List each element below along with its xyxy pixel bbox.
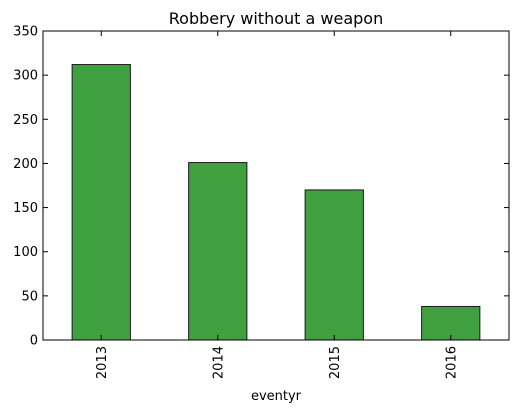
y-tick-label: 300 (13, 69, 38, 84)
plot-frame (42, 30, 510, 341)
x-tick-label: 2015 (328, 346, 343, 379)
bar-2014 (188, 162, 248, 341)
y-tick-label: 50 (21, 289, 38, 304)
y-tick-label: 150 (13, 201, 38, 216)
plot-area: 0 50 100 150 200 250 300 350 2013 2014 2015 2016 (13, 25, 510, 379)
y-tick-label: 350 (13, 25, 38, 40)
x-tick-label: 2016 (444, 346, 459, 379)
x-axis-label: eventyr (251, 389, 302, 404)
y-tick-label: 0 (30, 334, 38, 349)
y-tick-label: 200 (13, 157, 38, 172)
bar-2013 (71, 64, 131, 341)
bar-2016 (421, 305, 481, 341)
chart-title: Robbery without a weapon (169, 9, 383, 28)
y-tick-label: 250 (13, 113, 38, 128)
x-tick-label: 2014 (211, 346, 226, 379)
bar-2015 (304, 189, 364, 341)
x-tick-label: 2013 (95, 346, 110, 379)
y-tick-label: 100 (13, 245, 38, 260)
